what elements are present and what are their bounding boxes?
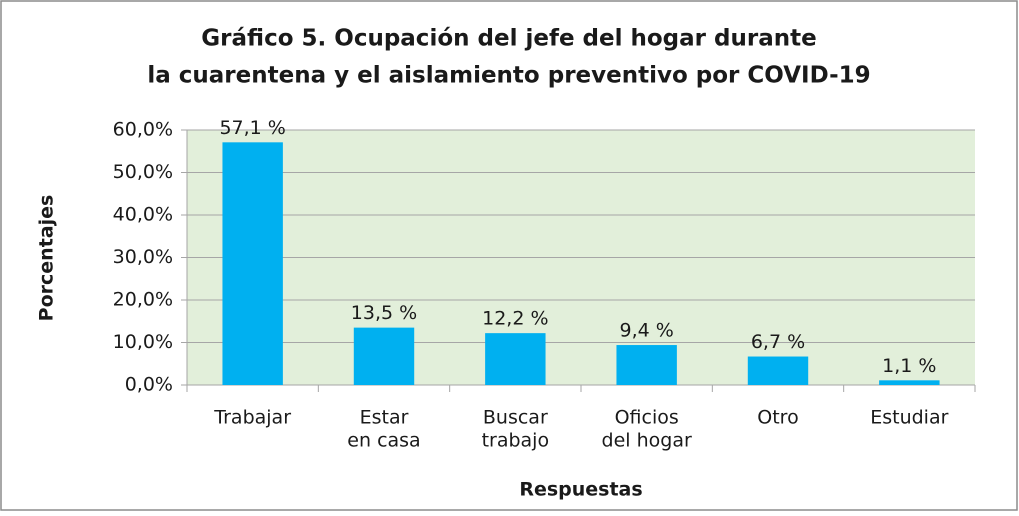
chart-title: la cuarentena y el aislamiento preventiv… [147,63,870,89]
y-tick-label: 50,0% [113,161,173,183]
x-tick-label: trabajo [482,430,550,452]
x-tick-label: Buscar [483,407,548,429]
y-tick-label: 0,0% [125,374,173,396]
data-label: 6,7 % [751,331,805,353]
x-tick-label: en casa [347,430,420,452]
x-tick-label: Otro [757,407,798,429]
y-axis-title: Porcentajes [36,195,58,322]
y-tick-label: 10,0% [113,331,173,353]
y-tick-label: 20,0% [113,289,173,311]
x-tick-label: Estar [360,407,409,429]
x-tick-label: Estudiar [870,407,948,429]
data-label: 12,2 % [482,308,548,330]
y-tick-label: 30,0% [113,246,173,268]
data-label: 13,5 % [351,302,417,324]
bar [879,380,940,385]
bar [747,356,809,385]
y-tick-label: 40,0% [113,204,173,226]
x-tick-label: Trabajar [213,407,291,429]
x-tick-label: del hogar [602,430,692,452]
data-label: 9,4 % [620,320,674,342]
bar [353,327,415,385]
x-tick-label: Oficios [615,407,679,429]
data-label: 1,1 % [882,355,936,377]
chart-title: Gráfico 5. Ocupación del jefe del hogar … [201,26,816,52]
data-label: 57,1 % [219,117,285,139]
bar [485,333,546,385]
bar [616,345,677,385]
x-axis-title: Respuestas [519,479,642,501]
y-tick-label: 60,0% [113,119,173,141]
bar [222,142,283,385]
